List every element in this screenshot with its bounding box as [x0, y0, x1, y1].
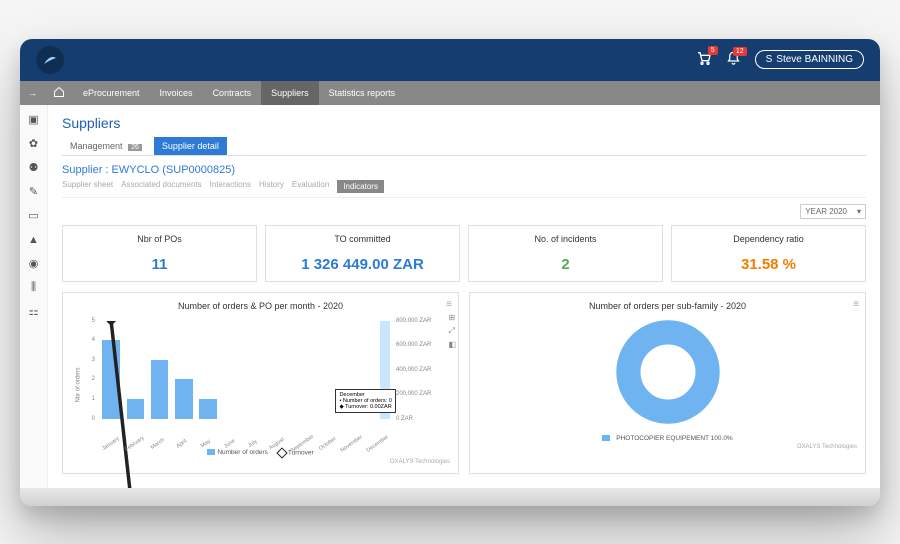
bell-badge: 12 — [733, 47, 747, 56]
user-initial: S — [766, 54, 773, 65]
user-name: Steve BAINNING — [776, 54, 853, 65]
chart-footer: OXALYS Technologies — [478, 444, 857, 450]
user-menu[interactable]: S Steve BAINNING — [755, 50, 864, 69]
chart-tool-buttons: ⊞ ⤢ ◧ — [448, 313, 456, 349]
nav-eprocurement[interactable]: eProcurement — [73, 81, 150, 105]
kpi-nbr-pos: Nbr of POs 11 — [62, 225, 257, 282]
chart-tool-1[interactable]: ⊞ — [448, 313, 456, 322]
left-sidebar: ▣ ✿ ⚉ ✎ ▭ ▲ ◉ ⫼ ⚏ — [20, 105, 48, 488]
combo-chart-panel: ≡ Number of orders & PO per month - 2020… — [62, 292, 459, 474]
kpi-row: Nbr of POs 11 TO committed 1 326 449.00 … — [62, 225, 866, 282]
donut-chart — [613, 317, 723, 427]
combo-chart-title: Number of orders & PO per month - 2020 — [71, 301, 450, 311]
sidebar-pencil-icon[interactable]: ✎ — [27, 185, 41, 199]
cart-badge: 5 — [708, 46, 718, 55]
donut-chart-title: Number of orders per sub-family - 2020 — [478, 301, 857, 311]
kpi-to-committed: TO committed 1 326 449.00 ZAR — [265, 225, 460, 282]
tab2-documents[interactable]: Associated documents — [121, 180, 202, 193]
chart-menu-button[interactable]: ≡ — [853, 299, 859, 310]
donut-legend: PHOTOCOPIER EQUIPEMENT 100.0% — [602, 435, 732, 442]
tab2-indicators[interactable]: Indicators — [337, 180, 384, 193]
nav-contracts[interactable]: Contracts — [203, 81, 262, 105]
kpi-dependency: Dependency ratio 31.58 % — [671, 225, 866, 282]
page-title: Suppliers — [62, 115, 866, 131]
home-icon — [53, 86, 65, 98]
sidebar-warning-icon[interactable]: ▲ — [27, 233, 41, 247]
kpi-value: 1 326 449.00 ZAR — [274, 256, 451, 273]
supplier-tabs-primary: Management 26 Supplier detail — [62, 137, 866, 156]
sidebar-folder-icon[interactable]: ▣ — [27, 113, 41, 127]
main-content: Suppliers Management 26 Supplier detail … — [48, 105, 880, 488]
laptop-base — [20, 488, 880, 506]
kpi-value: 2 — [477, 256, 654, 273]
nav-statistics[interactable]: Statistics reports — [319, 81, 406, 105]
kpi-value: 31.58 % — [680, 256, 857, 273]
year-selector[interactable]: YEAR 2020 ▾ — [800, 204, 866, 219]
combo-chart: 012345 Nbr of orders 0 ZAR200,000 ZAR400… — [71, 317, 450, 447]
sidebar-chart-icon[interactable]: ⫼ — [27, 281, 41, 295]
tab-supplier-detail[interactable]: Supplier detail — [154, 137, 227, 155]
year-selector-value: YEAR 2020 — [805, 207, 847, 216]
chevron-down-icon: ▾ — [857, 207, 861, 216]
logo-swoosh-icon — [42, 52, 58, 68]
kpi-value: 11 — [71, 256, 248, 273]
tab-management-label: Management — [70, 141, 123, 151]
notifications-button[interactable]: 12 — [726, 51, 741, 69]
chart-tooltip: December• Number of orders: 0◆ Turnover:… — [335, 389, 395, 413]
tab2-evaluation[interactable]: Evaluation — [292, 180, 329, 193]
nav-home-button[interactable] — [45, 86, 73, 100]
donut-legend-swatch — [602, 435, 610, 441]
donut-legend-text: PHOTOCOPIER EQUIPEMENT 100.0% — [616, 435, 732, 442]
app-logo[interactable] — [36, 46, 64, 74]
sidebar-sliders-icon[interactable]: ⚏ — [27, 305, 41, 319]
supplier-tabs-secondary: Supplier sheet Associated documents Inte… — [62, 180, 866, 198]
chart-menu-button[interactable]: ≡ — [446, 299, 452, 310]
chart-tool-2[interactable]: ⤢ — [448, 326, 456, 336]
sidebar-document-icon[interactable]: ▭ — [27, 209, 41, 223]
nav-invoices[interactable]: Invoices — [150, 81, 203, 105]
kpi-label: Dependency ratio — [680, 234, 857, 244]
kpi-label: Nbr of POs — [71, 234, 248, 244]
tab2-history[interactable]: History — [259, 180, 284, 193]
laptop-frame: 5 12 S Steve BAINNING → eProcurement Inv… — [20, 39, 880, 506]
tab2-sheet[interactable]: Supplier sheet — [62, 180, 113, 193]
kpi-label: TO committed — [274, 234, 451, 244]
kpi-label: No. of incidents — [477, 234, 654, 244]
cart-button[interactable]: 5 — [696, 50, 712, 69]
top-navigation: → eProcurement Invoices Contracts Suppli… — [20, 81, 880, 105]
kpi-incidents: No. of incidents 2 — [468, 225, 663, 282]
sidebar-users-icon[interactable]: ⚉ — [27, 161, 41, 175]
app-header: 5 12 S Steve BAINNING — [20, 39, 880, 81]
tab2-interactions[interactable]: Interactions — [210, 180, 251, 193]
sidebar-gear-icon[interactable]: ✿ — [27, 137, 41, 151]
nav-suppliers[interactable]: Suppliers — [261, 81, 319, 105]
y-left-axis-label: Nbr of orders — [76, 367, 82, 402]
sidebar-user-icon[interactable]: ◉ — [27, 257, 41, 271]
donut-chart-panel: ≡ Number of orders per sub-family - 2020… — [469, 292, 866, 474]
tab-management[interactable]: Management 26 — [62, 137, 150, 155]
chart-tool-3[interactable]: ◧ — [448, 340, 456, 349]
supplier-heading: Supplier : EWYCLO (SUP0000825) — [62, 164, 866, 176]
nav-back-button[interactable]: → — [20, 88, 45, 98]
tab-management-count: 26 — [128, 144, 142, 151]
